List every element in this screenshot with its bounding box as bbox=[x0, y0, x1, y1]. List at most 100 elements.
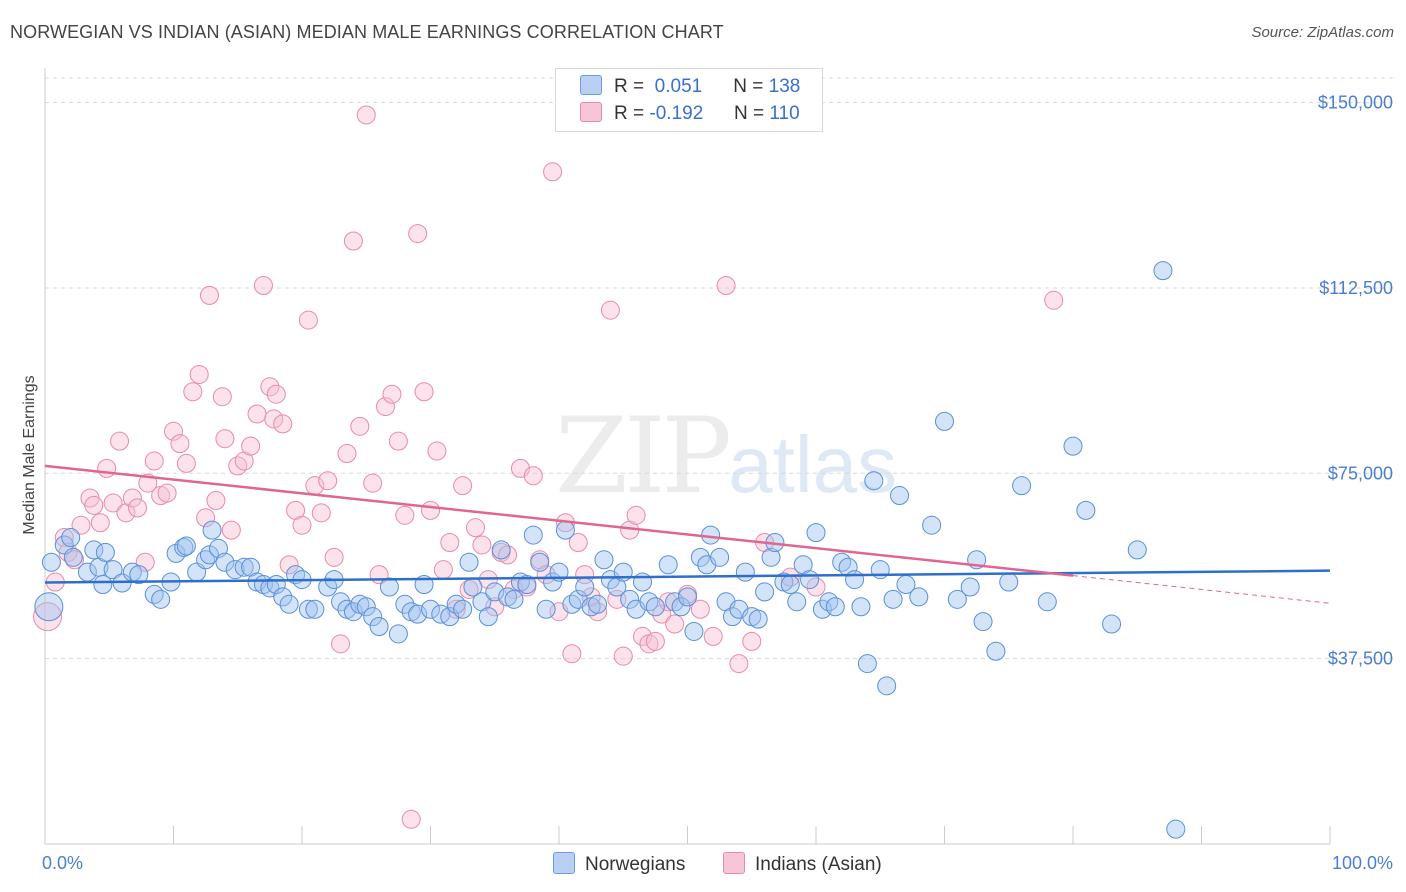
norwegians-point bbox=[1037, 592, 1057, 612]
legend-swatch-pink bbox=[580, 102, 602, 122]
indians-asian-point bbox=[331, 634, 351, 654]
norwegians-point bbox=[845, 570, 865, 590]
indians-asian-point bbox=[196, 508, 216, 528]
norwegians-point bbox=[890, 486, 910, 506]
norwegians-point bbox=[93, 575, 113, 595]
norwegians-point bbox=[1102, 614, 1122, 634]
x-tick-label: 0.0% bbox=[42, 853, 83, 873]
indians-asian-point bbox=[110, 431, 130, 451]
norwegians-point bbox=[379, 577, 399, 597]
indians-asian-point bbox=[176, 453, 196, 473]
watermark-zip: ZIP bbox=[555, 395, 732, 517]
legend-swatch-pink bbox=[723, 852, 745, 874]
y-tick-label: $112,500 bbox=[1319, 278, 1393, 298]
norwegians-point bbox=[999, 572, 1019, 592]
norwegians-point bbox=[857, 654, 877, 674]
norwegians-point bbox=[485, 582, 505, 602]
legend-r-value: 0.051 bbox=[654, 76, 703, 97]
norwegians-point bbox=[166, 543, 186, 563]
norwegians-point bbox=[446, 594, 466, 614]
norwegians-point bbox=[318, 577, 338, 597]
indians-asian-point bbox=[215, 429, 235, 449]
norwegians-point bbox=[761, 547, 781, 567]
indians-asian-point bbox=[221, 520, 241, 540]
norwegians-point bbox=[234, 557, 254, 577]
norwegians-point bbox=[103, 560, 123, 580]
norwegians-point bbox=[575, 577, 595, 597]
indians-asian-point bbox=[266, 384, 286, 404]
indians-asian-point bbox=[806, 577, 826, 597]
norwegians-point bbox=[356, 597, 376, 617]
norwegians-point bbox=[806, 523, 826, 543]
norwegians-point bbox=[273, 587, 293, 607]
norwegians-point bbox=[960, 577, 980, 597]
indians-asian-point bbox=[780, 567, 800, 587]
indians-asian-point bbox=[523, 466, 543, 486]
indians-asian-points bbox=[33, 105, 1064, 829]
indians-asian-point bbox=[401, 809, 421, 829]
indians-asian-point bbox=[337, 444, 357, 464]
norwegians-point bbox=[63, 547, 83, 567]
y-axis-label: Median Male Earnings bbox=[21, 375, 38, 535]
indians-asian-point bbox=[350, 416, 370, 436]
indians-asian-point bbox=[343, 231, 363, 251]
norwegians-point bbox=[176, 536, 196, 556]
norwegians-point bbox=[343, 602, 363, 622]
norwegians-point bbox=[1063, 436, 1083, 456]
indians-asian-point bbox=[742, 631, 762, 651]
indians-asian-point bbox=[633, 626, 653, 646]
indians-asian-point bbox=[183, 382, 203, 402]
indians-asian-trend-extension bbox=[1072, 575, 1331, 604]
indians-asian-point bbox=[103, 493, 123, 513]
indians-asian-point bbox=[568, 532, 588, 552]
indians-asian-point bbox=[33, 602, 63, 632]
legend-r-value: -0.192 bbox=[649, 103, 704, 124]
norwegians-point bbox=[787, 592, 807, 612]
norwegians-point bbox=[61, 528, 81, 548]
norwegians-point bbox=[84, 540, 104, 560]
norwegians-point bbox=[658, 555, 678, 575]
indians-asian-point bbox=[90, 513, 110, 533]
indians-asian-point bbox=[421, 500, 440, 520]
norwegians-point bbox=[305, 599, 325, 619]
norwegians-point bbox=[459, 552, 479, 572]
norwegians-point bbox=[851, 597, 871, 617]
norwegians-point bbox=[395, 594, 415, 614]
norwegians-point bbox=[748, 609, 768, 629]
indians-asian-point bbox=[414, 382, 434, 402]
norwegians-point bbox=[504, 589, 524, 609]
indians-asian-point bbox=[665, 614, 685, 634]
norwegians-point bbox=[1153, 261, 1173, 281]
indians-asian-point bbox=[652, 604, 672, 624]
norwegians-point bbox=[671, 597, 691, 617]
indians-asian-point bbox=[472, 535, 492, 555]
norwegians-point bbox=[864, 471, 884, 491]
norwegians-point bbox=[877, 676, 897, 696]
norwegians-point bbox=[530, 552, 550, 572]
legend-label-norwegians: Norwegians bbox=[585, 854, 686, 875]
indians-asian-point bbox=[626, 505, 646, 525]
norwegians-point bbox=[517, 575, 537, 595]
norwegians-point bbox=[922, 515, 942, 535]
norwegians-point bbox=[279, 594, 299, 614]
indians-asian-point bbox=[363, 473, 383, 493]
norwegians-point bbox=[935, 411, 954, 431]
indians-asian-point bbox=[562, 644, 582, 664]
indians-asian-point bbox=[206, 490, 226, 510]
norwegians-point bbox=[620, 589, 640, 609]
watermark-atlas: atlas bbox=[728, 420, 898, 509]
norwegians-point bbox=[690, 547, 710, 567]
legend-swatch-blue bbox=[580, 75, 602, 95]
indians-asian-point bbox=[658, 592, 678, 612]
norwegians-point bbox=[639, 592, 659, 612]
y-tick-label: $37,500 bbox=[1328, 649, 1393, 669]
chart-title: NORWEGIAN VS INDIAN (ASIAN) MEDIAN MALE … bbox=[10, 22, 724, 42]
norwegians-point bbox=[151, 589, 171, 609]
axes bbox=[44, 68, 1331, 845]
indians-asian-point bbox=[446, 599, 466, 619]
indians-asian-point bbox=[212, 387, 232, 407]
norwegians-point bbox=[215, 552, 235, 572]
norwegians-point bbox=[710, 547, 730, 567]
indians-asian-point bbox=[122, 488, 142, 508]
